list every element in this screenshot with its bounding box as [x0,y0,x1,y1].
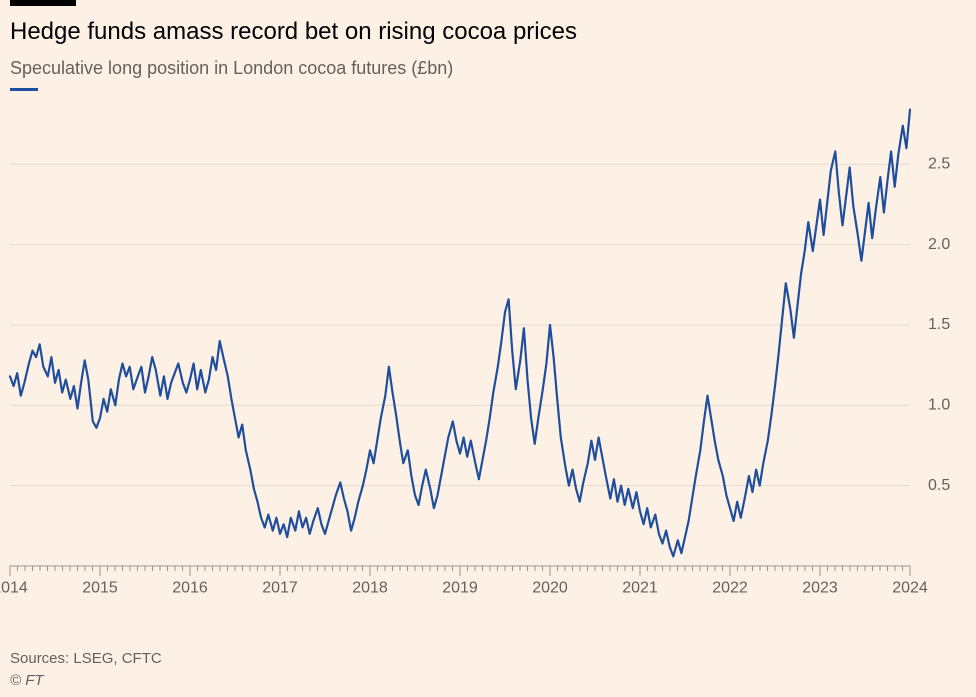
chart-subtitle: Speculative long position in London coco… [10,58,453,79]
svg-text:2014: 2014 [0,579,28,596]
x-axis [10,566,910,576]
svg-text:2021: 2021 [622,579,658,596]
chart-title: Hedge funds amass record bet on rising c… [10,18,577,46]
chart-copyright: © FT [10,672,44,689]
svg-text:0.5: 0.5 [928,477,950,494]
chart-area: 2014201520162017201820192020202120222023… [10,100,910,600]
ft-chart-figure: Hedge funds amass record bet on rising c… [0,0,976,697]
legend-swatch [10,88,38,91]
svg-text:2.5: 2.5 [928,155,950,172]
svg-text:2020: 2020 [532,579,568,596]
svg-text:2023: 2023 [802,579,838,596]
svg-text:2.0: 2.0 [928,236,950,253]
line-series-speculative-long [10,110,910,557]
svg-text:2015: 2015 [82,579,118,596]
svg-text:2017: 2017 [262,579,298,596]
svg-text:2019: 2019 [442,579,478,596]
svg-text:1.0: 1.0 [928,397,950,414]
svg-text:2018: 2018 [352,579,388,596]
svg-text:2024: 2024 [892,579,928,596]
y-axis-labels: 0.5 1.0 1.5 2.0 2.5 [928,155,950,493]
svg-text:2022: 2022 [712,579,748,596]
chart-svg: 2014201520162017201820192020202120222023… [10,100,910,600]
x-axis-labels: 2014 2015 2016 2017 2018 2019 2020 2021 2022 2023… [0,579,928,596]
chart-sources: Sources: LSEG, CFTC [10,650,162,667]
y-gridlines [10,164,910,485]
svg-text:2016: 2016 [172,579,208,596]
title-top-bar [10,0,76,6]
svg-text:1.5: 1.5 [928,316,950,333]
